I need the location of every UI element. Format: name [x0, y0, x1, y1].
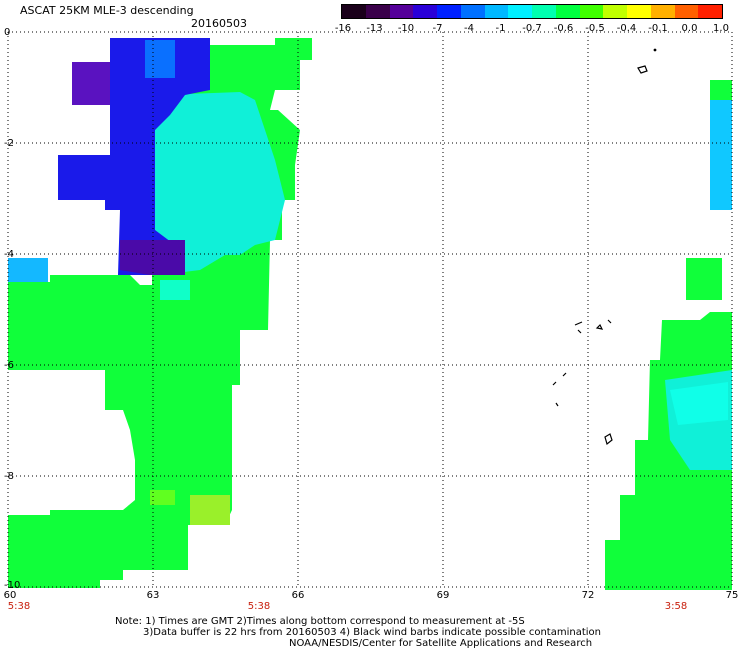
color-swatch: [365, 5, 390, 18]
color-scale-label: -4: [464, 23, 474, 34]
color-scale-label: -1: [495, 23, 506, 34]
color-scale-label: -0.6: [553, 23, 574, 34]
color-scale-bar: [341, 4, 723, 19]
color-swatch: [413, 5, 437, 18]
color-scale-label: -16: [334, 23, 352, 34]
color-swatch: [342, 5, 366, 18]
note-line-3: NOAA/NESDIS/Center for Satellite Applica…: [289, 638, 593, 649]
color-scale-label: -0.1: [648, 23, 668, 34]
color-swatch: [460, 5, 485, 18]
color-scale-label: -0.7: [522, 23, 542, 34]
y-tick-label: -2: [4, 138, 14, 149]
island-outlines: [552, 48, 657, 446]
color-swatch: [698, 5, 722, 18]
color-scale-label: -10: [397, 23, 415, 34]
time-label: 5:38: [247, 601, 271, 612]
x-tick-label: 63: [146, 590, 160, 601]
color-swatch: [508, 5, 532, 18]
color-swatch: [389, 5, 414, 18]
map-title: ASCAT 25KM MLE-3 descending: [20, 4, 194, 17]
y-tick-label: -4: [4, 249, 14, 260]
y-tick-label: 0: [4, 27, 11, 38]
color-scale-label: -13: [366, 23, 383, 34]
color-scale-label: 0.0: [681, 23, 698, 34]
note-line-1: Note: 1) Times are GMT 2)Times along bot…: [115, 616, 525, 627]
y-tick-label: -6: [4, 360, 14, 371]
x-tick-label: 60: [3, 590, 17, 601]
data-swath-east: [605, 80, 732, 590]
color-scale-label: -7: [432, 23, 443, 34]
y-tick-label: -10: [4, 580, 21, 591]
color-swatch: [674, 5, 699, 18]
color-swatch: [579, 5, 604, 18]
color-swatch: [555, 5, 580, 18]
x-tick-label: 75: [725, 590, 739, 601]
color-swatch: [650, 5, 675, 18]
color-swatch: [484, 5, 509, 18]
note-line-2: 3)Data buffer is 22 hrs from 20160503 4)…: [143, 627, 601, 638]
gridlines: [7, 31, 733, 588]
time-label: 5:38: [7, 601, 31, 612]
color-swatch: [437, 5, 461, 18]
x-tick-label: 66: [291, 590, 305, 601]
color-swatch: [532, 5, 556, 18]
color-scale-label: -0.5: [585, 23, 605, 34]
color-swatch: [603, 5, 627, 18]
data-swath-west: [8, 38, 312, 588]
color-scale-label: 1.0: [713, 23, 729, 34]
color-scale-label: -0.4: [616, 23, 637, 34]
x-tick-label: 72: [581, 590, 595, 601]
y-tick-label: -8: [4, 471, 14, 482]
time-label: 3:58: [664, 601, 688, 612]
map-date: 20160503: [191, 17, 247, 30]
color-swatch: [627, 5, 651, 18]
x-tick-label: 69: [436, 590, 450, 601]
